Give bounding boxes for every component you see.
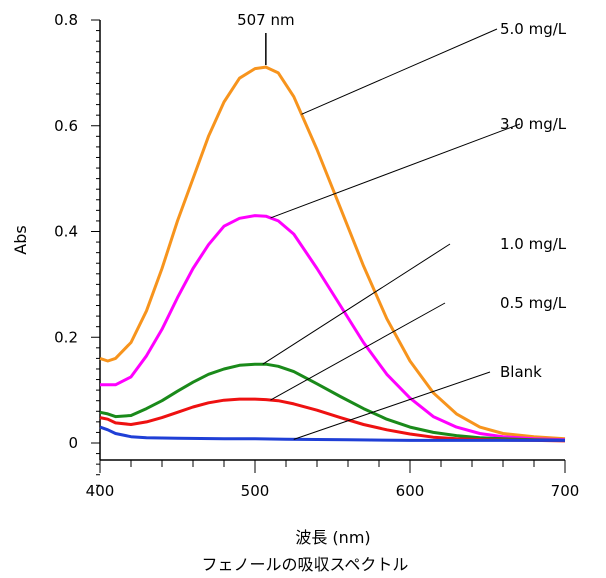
series-labels: 5.0 mg/L 3.0 mg/L 1.0 mg/L 0.5 mg/L Blank — [500, 20, 567, 381]
series-label: 1.0 mg/L — [500, 235, 567, 253]
series-line — [99, 65, 566, 441]
y-axis: 0 0.2 0.4 0.6 0.8 — [54, 11, 101, 486]
leader-line — [270, 302, 446, 401]
x-tick-label: 600 — [396, 482, 425, 500]
peak-annotation: 507 nm — [237, 11, 295, 29]
y-axis-title: Abs — [11, 225, 30, 254]
leader-line — [262, 243, 451, 365]
y-tick-label: 0.8 — [54, 11, 78, 29]
x-axis: 400 500 600 700 — [86, 459, 580, 500]
leader-line — [270, 123, 521, 219]
series-line — [99, 397, 566, 443]
legend-leader-lines — [262, 28, 521, 440]
leader-line — [293, 371, 491, 440]
series-label: 5.0 mg/L — [500, 20, 567, 38]
x-tick-label: 700 — [551, 482, 580, 500]
series-line — [100, 214, 566, 442]
chart-caption: フェノールの吸収スペクトル — [202, 555, 409, 574]
series-lines — [99, 65, 566, 443]
x-tick-label: 400 — [86, 482, 115, 500]
y-tick-label: 0.4 — [54, 223, 78, 241]
y-tick-label: 0.6 — [54, 117, 78, 135]
y-tick-label: 0 — [68, 434, 78, 452]
series-label: 3.0 mg/L — [500, 115, 567, 133]
series-line — [99, 425, 565, 442]
leader-line — [301, 28, 498, 115]
x-axis-title: 波長 (nm) — [295, 528, 370, 547]
y-tick-label: 0.2 — [54, 328, 78, 346]
series-label: Blank — [500, 363, 542, 381]
x-tick-label: 500 — [241, 482, 270, 500]
series-label: 0.5 mg/L — [500, 294, 567, 312]
series-line — [99, 362, 566, 442]
